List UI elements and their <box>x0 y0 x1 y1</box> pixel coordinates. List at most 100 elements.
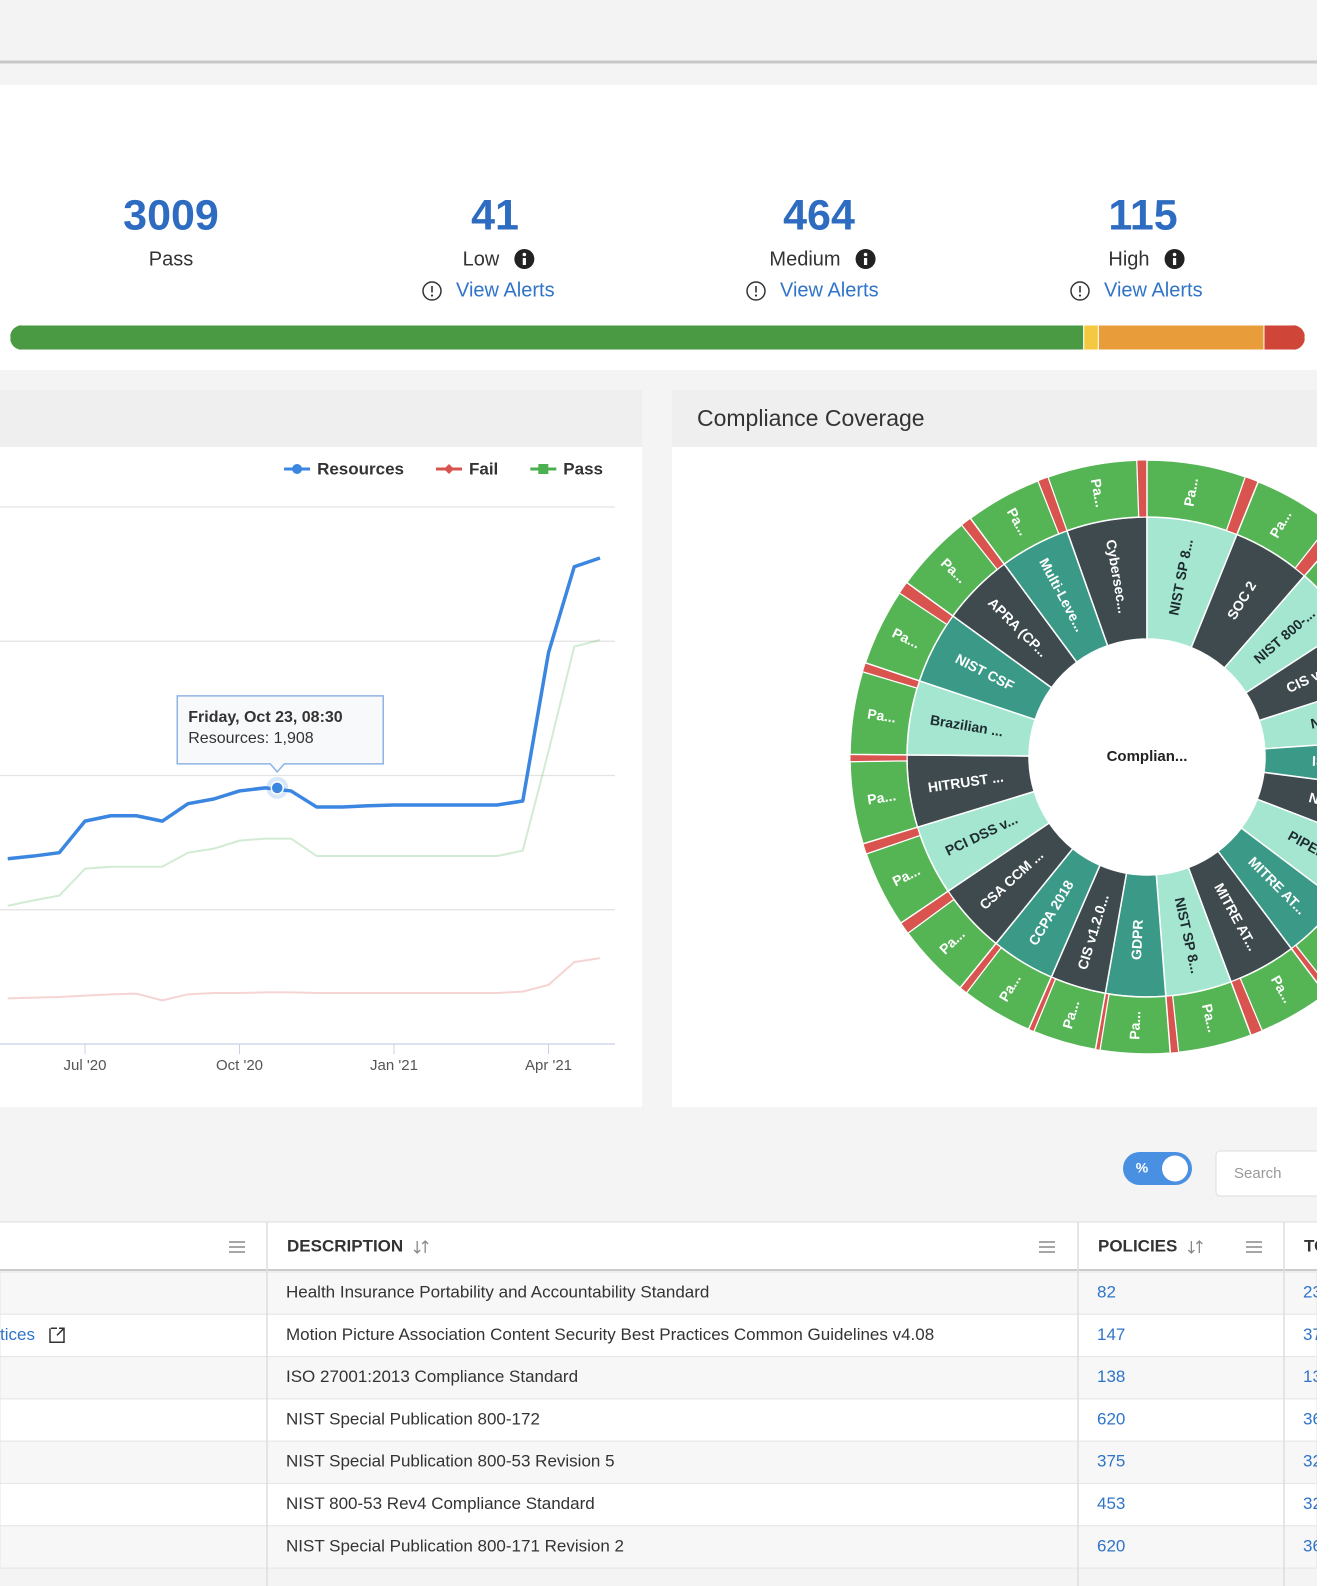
search-placeholder: Search <box>1234 1165 1282 1182</box>
sort-down <box>1187 1240 1203 1254</box>
legend-item[interactable]: Resources <box>284 459 404 478</box>
summary-label: Low <box>463 248 500 270</box>
severity-bar <box>10 325 1305 350</box>
alert-icon <box>1070 281 1090 301</box>
center-label: Complian... <box>1107 748 1188 765</box>
info-dot <box>1172 252 1177 257</box>
column-header[interactable]: DESCRIPTION <box>287 1236 403 1255</box>
tooltip-point <box>270 781 284 795</box>
policies-cell[interactable]: 620 <box>1097 1409 1125 1428</box>
total-cell[interactable]: 23 <box>1303 1282 1317 1301</box>
sunburst-center <box>1030 640 1264 874</box>
severity-segment <box>1083 325 1099 350</box>
alert-circle <box>746 281 766 301</box>
view-alerts-link[interactable]: View Alerts <box>456 279 555 301</box>
pass-segment <box>1303 560 1317 589</box>
external-link-icon[interactable] <box>49 1327 65 1344</box>
info-icon[interactable] <box>855 249 876 269</box>
alert-dot <box>430 294 434 297</box>
sort-icon[interactable] <box>413 1240 429 1254</box>
total-cell[interactable]: 37 <box>1303 1325 1317 1344</box>
table-row <box>0 1271 1317 1315</box>
total-cell[interactable]: 32 <box>1303 1452 1317 1471</box>
legend-label: Pass <box>563 459 603 478</box>
column-menu[interactable] <box>1039 1241 1055 1253</box>
row-name-link[interactable]: tices <box>0 1325 35 1344</box>
legend-label: Fail <box>469 459 498 478</box>
severity-segment <box>10 325 1085 350</box>
total-cell[interactable]: 32 <box>1303 1494 1317 1513</box>
description-cell: Health Insurance Portability and Account… <box>286 1282 709 1301</box>
fail-segment <box>1136 459 1148 518</box>
sort-icon[interactable] <box>1187 1240 1203 1254</box>
description-cell: NIST 800-53 Rev4 Compliance Standard <box>286 1494 595 1513</box>
description-cell: NIST Special Publication 800-171 Revisio… <box>286 1536 624 1555</box>
policies-cell[interactable]: 375 <box>1097 1452 1125 1471</box>
info-bar <box>1172 258 1177 265</box>
table-row <box>0 1525 1317 1569</box>
alert-dot <box>754 294 758 297</box>
legend-marker <box>292 464 303 474</box>
table-header <box>0 1222 1317 1270</box>
description-cell: ISO 27001:2013 Compliance Standard <box>286 1367 578 1386</box>
legend-item[interactable]: Fail <box>436 459 498 478</box>
toggle-knob <box>1162 1155 1188 1182</box>
table-row <box>0 1483 1317 1527</box>
legend: Resources Fail Pass <box>284 459 603 478</box>
summary-card <box>0 85 1317 370</box>
pass-label: Pa... <box>1181 477 1202 508</box>
table-row <box>0 1440 1317 1484</box>
fail-segment <box>1037 476 1068 535</box>
series-line <box>7 638 601 907</box>
info-icon[interactable] <box>514 249 535 269</box>
info-bar <box>522 258 526 265</box>
policies-cell[interactable]: 82 <box>1097 1282 1116 1301</box>
column-menu[interactable] <box>229 1241 245 1253</box>
column-header[interactable]: POLICIES <box>1098 1236 1177 1255</box>
policies-cell[interactable]: 147 <box>1097 1325 1125 1344</box>
alert-icon <box>422 281 442 301</box>
column-header[interactable]: TO <box>1304 1236 1317 1255</box>
legend-item[interactable]: Pass <box>530 459 603 478</box>
table-row <box>0 1398 1317 1442</box>
info-icon[interactable] <box>1164 249 1185 269</box>
pass-label: Pa... <box>1199 1002 1221 1034</box>
sunburst-segment <box>1223 574 1317 694</box>
summary-label: Medium <box>769 248 840 270</box>
pass-label: Pa... <box>1126 1011 1143 1040</box>
legend-marker <box>538 464 549 474</box>
legend-label: Resources <box>317 459 404 478</box>
total-cell[interactable]: 13 <box>1303 1367 1317 1386</box>
pass-label: Pa... <box>1059 998 1082 1030</box>
pass-label: Pa... <box>866 706 897 726</box>
alert-circle <box>1070 281 1090 301</box>
x-tick-label: Apr '21 <box>525 1057 572 1074</box>
x-tick-label: Oct '20 <box>216 1057 263 1074</box>
alert-circle <box>422 281 442 301</box>
pass-label: Pa... <box>1088 477 1109 508</box>
severity-segment <box>1263 325 1305 350</box>
tooltip-title: Friday, Oct 23, 08:30 <box>188 709 343 726</box>
column-menu[interactable] <box>1246 1241 1262 1253</box>
policies-cell[interactable]: 138 <box>1097 1367 1125 1386</box>
toggle-label: % <box>1136 1160 1149 1176</box>
summary-value: 115 <box>1108 191 1177 239</box>
sunburst-segment <box>1240 798 1317 887</box>
view-alerts-link[interactable]: View Alerts <box>780 279 879 301</box>
summary-value: 41 <box>471 191 519 239</box>
segment-label: NIST <box>1307 789 1317 812</box>
description-cell: NIST Special Publication 800-53 Revision… <box>286 1452 615 1471</box>
panel-title: Compliance Coverage <box>697 405 925 431</box>
summary-label: Pass <box>149 248 193 270</box>
total-cell[interactable]: 36 <box>1303 1536 1317 1555</box>
search-input[interactable] <box>1215 1150 1317 1197</box>
segment-label: NIST <box>1309 710 1317 732</box>
policies-cell[interactable]: 453 <box>1097 1494 1125 1513</box>
top-bar <box>0 0 1317 62</box>
x-tick-label: Jul '20 <box>64 1057 107 1074</box>
total-cell[interactable]: 36 <box>1303 1409 1317 1428</box>
policies-cell[interactable]: 620 <box>1097 1536 1125 1555</box>
series-line <box>7 957 601 1002</box>
view-alerts-link[interactable]: View Alerts <box>1104 279 1203 301</box>
segment-label: ISO 2 <box>1312 753 1317 770</box>
